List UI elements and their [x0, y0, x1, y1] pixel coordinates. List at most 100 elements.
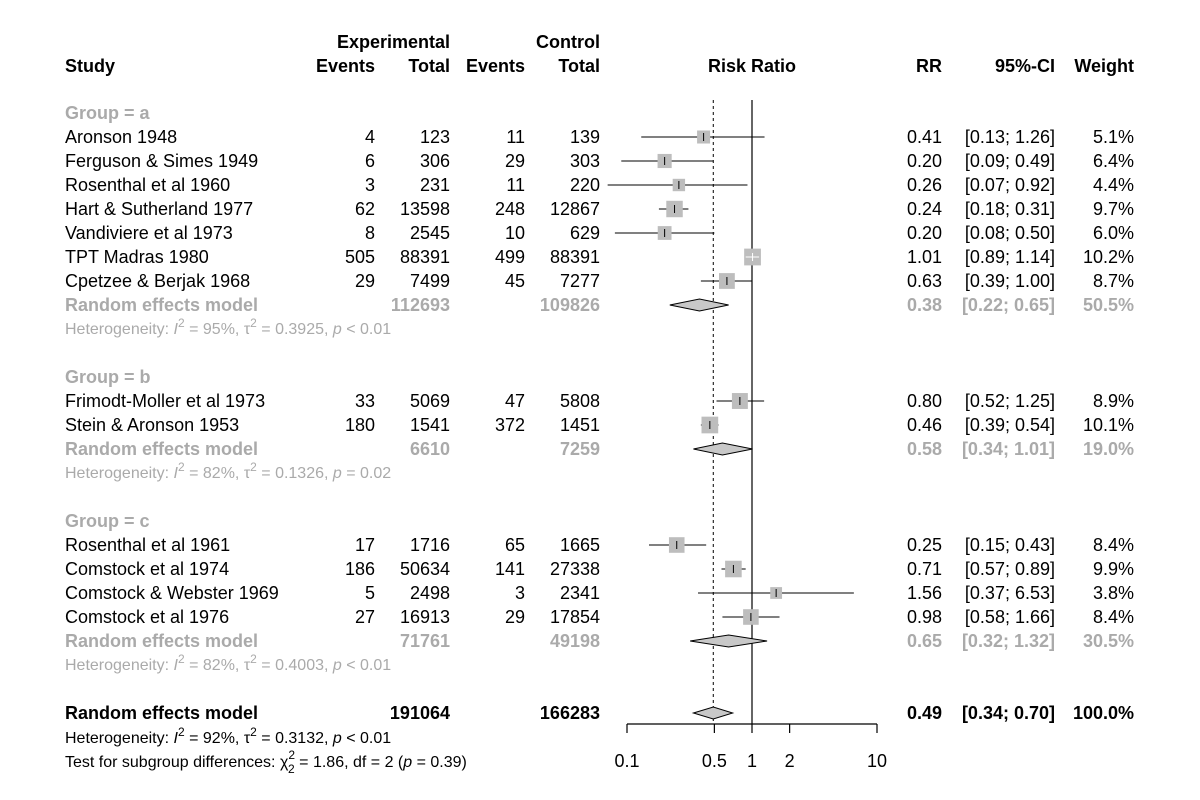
- exp-events: 3: [365, 175, 375, 195]
- rr-value: 0.20: [907, 151, 942, 171]
- ci-value: [0.09; 0.49]: [965, 151, 1055, 171]
- p-value: = 0.39): [412, 754, 467, 771]
- group-heterogeneity: Heterogeneity: I2 = 82%, τ2 = 0.4003, p …: [65, 652, 391, 674]
- ci-value: [0.39; 1.00]: [965, 271, 1055, 291]
- tau-superscript: 2: [250, 725, 257, 739]
- model-rr: 0.58: [907, 439, 942, 459]
- study-name: Ferguson & Simes 1949: [65, 151, 258, 171]
- i2-superscript: 2: [178, 460, 185, 474]
- header-ctrl-total: Total: [558, 56, 600, 76]
- model-exp-total: 6610: [410, 439, 450, 459]
- tau-value: = 0.3925,: [257, 321, 333, 338]
- ctrl-total: 88391: [550, 247, 600, 267]
- x-tick-label: 10: [867, 751, 887, 771]
- x-tick-label: 1: [747, 751, 757, 771]
- rr-value: 1.56: [907, 583, 942, 603]
- model-weight: 30.5%: [1083, 631, 1134, 651]
- plot-area: 0.1 0.5 1 2 10: [607, 100, 887, 771]
- ctrl-events: 11: [506, 175, 525, 195]
- exp-total: 7499: [410, 271, 450, 291]
- group-label: Group = c: [65, 511, 150, 531]
- study-name: Comstock & Webster 1969: [65, 583, 279, 603]
- ctrl-events: 141: [495, 559, 525, 579]
- ctrl-events: 499: [495, 247, 525, 267]
- weight-value: 6.4%: [1093, 151, 1134, 171]
- p-symbol: p: [332, 321, 342, 338]
- weight-value: 10.2%: [1083, 247, 1134, 267]
- exp-events: 4: [365, 127, 375, 147]
- rr-value: 0.20: [907, 223, 942, 243]
- model-weight: 19.0%: [1083, 439, 1134, 459]
- exp-events: 6: [365, 151, 375, 171]
- study-name: Aronson 1948: [65, 127, 177, 147]
- i2-superscript: 2: [178, 316, 185, 330]
- weight-value: 10.1%: [1083, 415, 1134, 435]
- exp-total: 1541: [410, 415, 450, 435]
- study-name: Comstock et al 1974: [65, 559, 229, 579]
- ci-value: [0.08; 0.50]: [965, 223, 1055, 243]
- exp-events: 62: [355, 199, 375, 219]
- exp-events: 33: [355, 391, 375, 411]
- weight-value: 9.7%: [1093, 199, 1134, 219]
- i2-superscript: 2: [178, 652, 185, 666]
- ci-value: [0.37; 6.53]: [965, 583, 1055, 603]
- i2-superscript: 2: [178, 725, 185, 739]
- model-exp-total: 71761: [400, 631, 450, 651]
- exp-total: 50634: [400, 559, 450, 579]
- ctrl-events: 11: [506, 127, 525, 147]
- ci-value: [0.39; 0.54]: [965, 415, 1055, 435]
- ctrl-events: 29: [505, 607, 525, 627]
- exp-total: 2545: [410, 223, 450, 243]
- ci-value: [0.07; 0.92]: [965, 175, 1055, 195]
- header-ci: 95%-CI: [995, 56, 1055, 76]
- rr-value: 0.63: [907, 271, 942, 291]
- weight-value: 6.0%: [1093, 223, 1134, 243]
- ctrl-events: 3: [515, 583, 525, 603]
- ctrl-events: 248: [495, 199, 525, 219]
- tau-superscript: 2: [250, 652, 257, 666]
- study-name: TPT Madras 1980: [65, 247, 209, 267]
- model-label: Random effects model: [65, 439, 258, 459]
- model-rr: 0.65: [907, 631, 942, 651]
- i2-symbol: I: [174, 321, 179, 338]
- heterogeneity-prefix: Heterogeneity:: [65, 465, 174, 482]
- model-label: Random effects model: [65, 631, 258, 651]
- exp-total: 1716: [410, 535, 450, 555]
- weight-value: 8.4%: [1093, 607, 1134, 627]
- overall-diamond: [691, 706, 735, 720]
- model-label: Random effects model: [65, 295, 258, 315]
- header-exp-total: Total: [408, 56, 450, 76]
- exp-total: 231: [420, 175, 450, 195]
- study-name: Rosenthal et al 1961: [65, 535, 230, 555]
- rr-value: 0.41: [907, 127, 942, 147]
- rr-value: 0.98: [907, 607, 942, 627]
- rr-value: 0.26: [907, 175, 942, 195]
- model-diamond: [669, 298, 729, 312]
- tau-value: = 0.4003,: [257, 657, 333, 674]
- header-weight: Weight: [1074, 56, 1134, 76]
- i2-symbol: I: [174, 657, 179, 674]
- x-tick-label: 0.5: [702, 751, 727, 771]
- p-symbol: p: [332, 730, 342, 747]
- model-ctrl-total: 109826: [540, 295, 600, 315]
- rr-value: 1.01: [907, 247, 942, 267]
- weight-value: 4.4%: [1093, 175, 1134, 195]
- weight-value: 8.9%: [1093, 391, 1134, 411]
- overall-ci: [0.34; 0.70]: [962, 703, 1055, 723]
- subgroup-value: = 1.86, df = 2 (: [295, 754, 404, 771]
- subgroup-test: Test for subgroup differences: χ2 2 = 1.8…: [65, 748, 467, 776]
- rr-value: 0.24: [907, 199, 942, 219]
- ctrl-total: 2341: [560, 583, 600, 603]
- exp-total: 16913: [400, 607, 450, 627]
- study-name: Frimodt-Moller et al 1973: [65, 391, 265, 411]
- header-experimental: Experimental: [337, 32, 450, 52]
- group-label: Group = b: [65, 367, 151, 387]
- ctrl-total: 303: [570, 151, 600, 171]
- model-ci: [0.34; 1.01]: [962, 439, 1055, 459]
- ctrl-total: 1665: [560, 535, 600, 555]
- exp-events: 17: [355, 535, 375, 555]
- ctrl-events: 47: [505, 391, 525, 411]
- tau-symbol: τ: [244, 657, 251, 674]
- model-ci: [0.22; 0.65]: [962, 295, 1055, 315]
